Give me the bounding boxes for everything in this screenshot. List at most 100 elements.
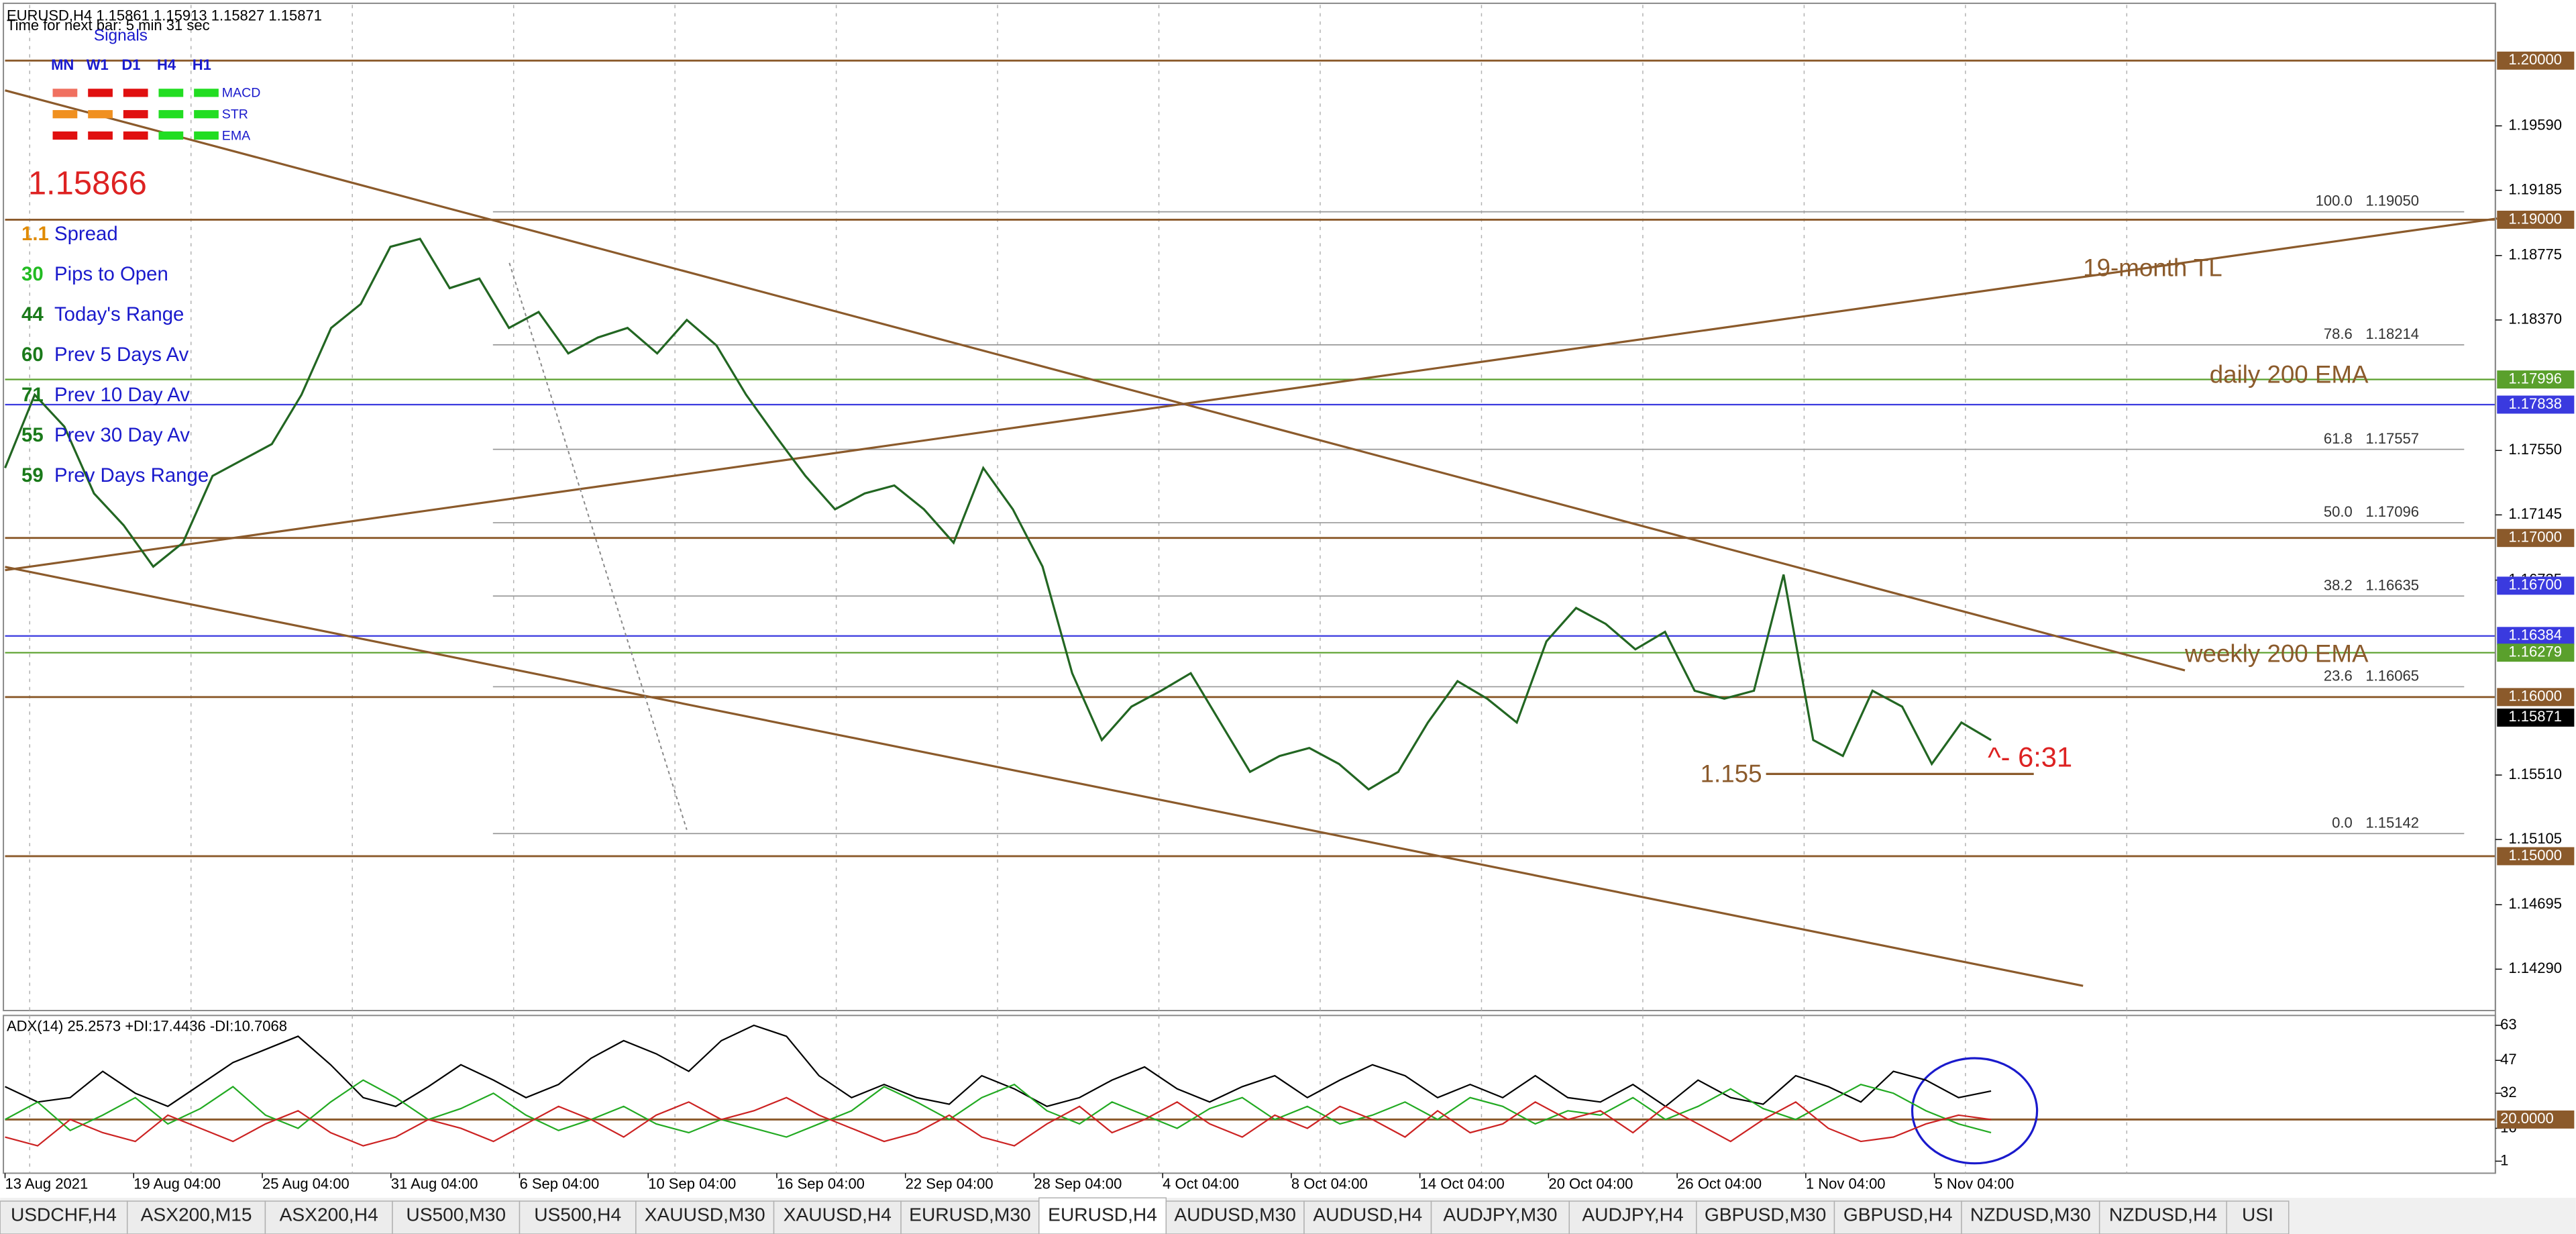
tab[interactable]: NZDUSD,H4 xyxy=(2098,1200,2227,1234)
symbol-line: EURUSD,H4 1.15861 1.15913 1.15827 1.1587… xyxy=(7,7,322,23)
tab-bg[interactable] xyxy=(2098,1200,2227,1234)
signal-light xyxy=(194,89,219,97)
tab-label[interactable]: AUDUSD,H4 xyxy=(1313,1204,1422,1225)
tab-bg[interactable] xyxy=(1430,1200,1570,1234)
adx-line xyxy=(5,1024,1992,1108)
price-level-label: 1.15871 xyxy=(2508,708,2562,725)
tab-label[interactable]: NZDUSD,H4 xyxy=(2109,1204,2217,1225)
fib-level: 0.0 xyxy=(2332,814,2353,831)
price-level-box xyxy=(2497,529,2575,548)
overlay: 19-month TL daily 200 EMA weekly 200 EMA… xyxy=(7,7,2369,1034)
tab-bg[interactable] xyxy=(519,1200,637,1234)
tab[interactable]: ASX200,H4 xyxy=(264,1200,393,1234)
stat-label: Prev Days Range xyxy=(54,464,209,486)
tab-label[interactable]: XAUUSD,M30 xyxy=(645,1204,765,1225)
stat-value: 44 xyxy=(21,303,44,325)
tab-bg[interactable] xyxy=(635,1200,775,1234)
annotation: daily 200 EMA xyxy=(2210,360,2369,388)
tab-label[interactable]: GBPUSD,M30 xyxy=(1705,1204,1827,1225)
signal-light xyxy=(52,110,78,119)
tab[interactable]: EURUSD,M30 xyxy=(900,1200,1040,1234)
tab-label[interactable]: AUDJPY,H4 xyxy=(1582,1204,1683,1225)
tab-label[interactable]: GBPUSD,H4 xyxy=(1843,1204,1953,1225)
tab-bg[interactable] xyxy=(2226,1200,2290,1234)
trendline xyxy=(5,89,2186,672)
signal-row-label: STR xyxy=(222,107,248,122)
tab-label[interactable]: XAUUSD,H4 xyxy=(784,1204,892,1225)
tab-bg[interactable] xyxy=(0,1200,128,1234)
price-level-label: 1.16279 xyxy=(2508,643,2562,660)
tab[interactable]: NZDUSD,M30 xyxy=(1961,1200,2100,1234)
tab[interactable]: EURUSD,H4 xyxy=(1038,1197,1167,1234)
trendline xyxy=(5,217,2498,572)
signal-timeframe: H1 xyxy=(193,56,211,73)
tab-label[interactable]: US500,H4 xyxy=(534,1204,621,1225)
signal-light xyxy=(88,110,113,119)
signal-timeframe: H4 xyxy=(157,56,176,73)
stat-value: 30 xyxy=(21,263,44,285)
price-level-label: 1.19000 xyxy=(2508,210,2562,227)
stat-value: 60 xyxy=(21,344,44,366)
adx-title: ADX(14) 25.2573 +DI:17.4436 -DI:10.7068 xyxy=(7,1017,287,1034)
fib-level: 61.8 xyxy=(2324,430,2353,447)
tab[interactable]: XAUUSD,H4 xyxy=(773,1200,902,1234)
price-tick-label: 1.15510 xyxy=(2508,766,2562,782)
stat-label: Pips to Open xyxy=(54,263,168,285)
tab-label[interactable]: EURUSD,M30 xyxy=(909,1204,1030,1225)
axes: 1.195901.191851.187751.183701.175501.171… xyxy=(4,3,2575,1192)
tab-bg[interactable] xyxy=(773,1200,902,1234)
stat-value: 59 xyxy=(21,464,44,486)
signals-title: Signals xyxy=(94,26,148,44)
tab[interactable]: US500,M30 xyxy=(392,1200,521,1234)
signal-light xyxy=(52,131,78,140)
tab[interactable]: GBPUSD,H4 xyxy=(1833,1200,1962,1234)
tab-bg[interactable] xyxy=(264,1200,393,1234)
tab-label[interactable]: EURUSD,H4 xyxy=(1048,1204,1157,1225)
tab-label[interactable]: USDCHF,H4 xyxy=(11,1204,117,1225)
tab-bg[interactable] xyxy=(900,1200,1040,1234)
price-level-box xyxy=(2497,627,2575,646)
price-level-label: 1.15000 xyxy=(2508,847,2562,864)
fib-price: 1.18214 xyxy=(2365,325,2419,342)
tab-bg[interactable] xyxy=(1303,1200,1432,1234)
tab[interactable]: AUDJPY,H4 xyxy=(1568,1200,1697,1234)
tab[interactable]: USDCHF,H4 xyxy=(0,1200,128,1234)
tab[interactable]: AUDUSD,M30 xyxy=(1165,1200,1305,1234)
adx-tick-label: 32 xyxy=(2500,1084,2516,1100)
tab-bg[interactable] xyxy=(1038,1197,1167,1234)
price-line xyxy=(4,238,1992,791)
tab[interactable]: USI xyxy=(2226,1200,2290,1234)
tab-bg[interactable] xyxy=(392,1200,521,1234)
tab-bg[interactable] xyxy=(1165,1200,1305,1234)
time-label: 14 Oct 04:00 xyxy=(1420,1175,1505,1192)
time-label: 4 Oct 04:00 xyxy=(1163,1175,1239,1192)
tab-label[interactable]: NZDUSD,M30 xyxy=(1970,1204,2091,1225)
signal-light xyxy=(194,110,219,119)
tab[interactable]: AUDUSD,H4 xyxy=(1303,1200,1432,1234)
fib-level: 100.0 xyxy=(2316,193,2353,209)
signal-light xyxy=(88,131,113,140)
tab[interactable]: XAUUSD,M30 xyxy=(635,1200,775,1234)
fib-price: 1.15142 xyxy=(2365,814,2419,831)
price-tick-label: 1.18775 xyxy=(2508,246,2562,263)
tab-label[interactable]: AUDJPY,M30 xyxy=(1443,1204,1557,1225)
tab-label[interactable]: ASX200,H4 xyxy=(280,1204,378,1225)
price-level-box xyxy=(2497,688,2575,707)
price-level-box xyxy=(2497,210,2575,229)
time-label: 5 Nov 04:00 xyxy=(1935,1175,2015,1192)
tab-label[interactable]: ASX200,M15 xyxy=(141,1204,252,1225)
price-level-label: 1.17000 xyxy=(2508,529,2562,546)
trendline xyxy=(5,566,2084,987)
stat-label: Spread xyxy=(54,223,118,245)
tab[interactable]: AUDJPY,M30 xyxy=(1430,1200,1570,1234)
fib-level: 23.6 xyxy=(2324,668,2353,684)
tab[interactable]: US500,H4 xyxy=(519,1200,637,1234)
tab-label[interactable]: USI xyxy=(2242,1204,2273,1225)
tab[interactable]: ASX200,M15 xyxy=(126,1200,266,1234)
fib-level: 50.0 xyxy=(2324,503,2353,520)
tab-label[interactable]: US500,M30 xyxy=(406,1204,506,1225)
price-tick-label: 1.17550 xyxy=(2508,441,2562,458)
price-tick-label: 1.17145 xyxy=(2508,505,2562,522)
tab[interactable]: GBPUSD,M30 xyxy=(1696,1200,1835,1234)
tab-label[interactable]: AUDUSD,M30 xyxy=(1174,1204,1296,1225)
